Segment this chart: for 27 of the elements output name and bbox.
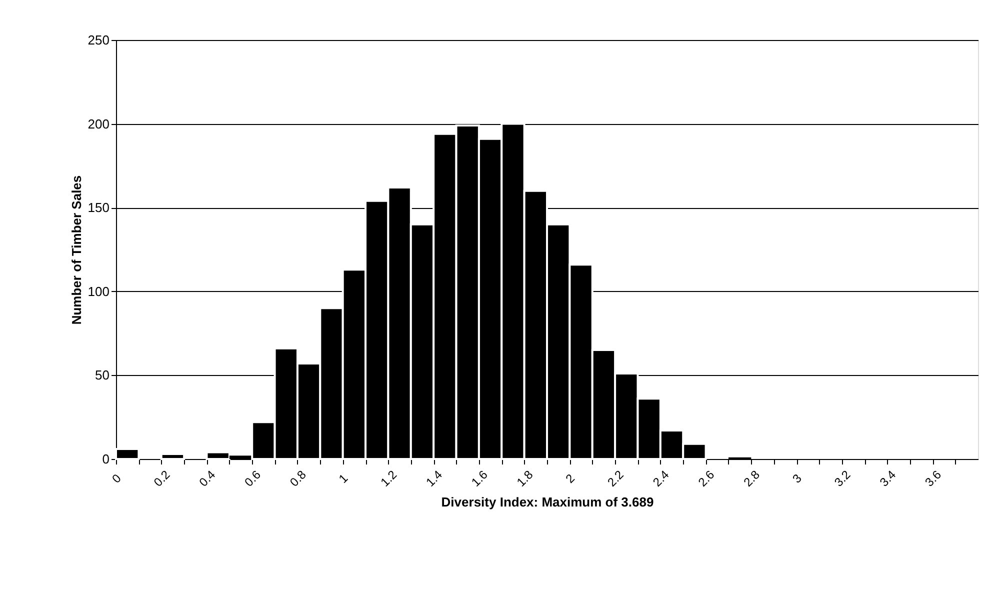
y-tick-label: 250 [88,32,110,48]
y-tick-label: 150 [88,200,110,216]
x-tick-label: 1.8 [514,467,536,490]
x-tick-label: 3.4 [876,467,899,490]
x-tick-label: 3 [790,470,805,486]
x-tick-label: 2.4 [650,467,672,490]
y-axis-title: Number of Timber Sales [68,175,84,325]
x-tick-label: 2 [562,470,578,486]
y-tick-label: 200 [88,116,110,132]
y-tick-label: 0 [102,452,110,466]
x-tick-label: 3.2 [832,467,854,490]
x-tick-label: 2.6 [695,467,718,490]
x-tick-label: 0.4 [196,467,218,490]
x-tick-label: 1.2 [378,467,400,490]
x-tick-label: 2.8 [740,467,763,490]
x-tick-label: 0 [109,470,124,486]
x-tick-label: 3.6 [922,467,944,490]
x-axis-title: Diversity Index: Maximum of 3.689 [441,494,654,510]
x-tick-label: 0.6 [242,467,264,490]
x-tick-label: 2.2 [604,467,627,490]
x-tick-label: 0.2 [151,467,173,490]
x-tick-label: 0.8 [287,467,310,490]
x-tick-label: 1 [336,470,351,486]
x-tick-label: 1.4 [423,467,446,490]
x-tick-label: 1.6 [468,467,491,490]
y-tick-label: 50 [95,368,110,383]
y-tick-label: 100 [88,284,110,299]
